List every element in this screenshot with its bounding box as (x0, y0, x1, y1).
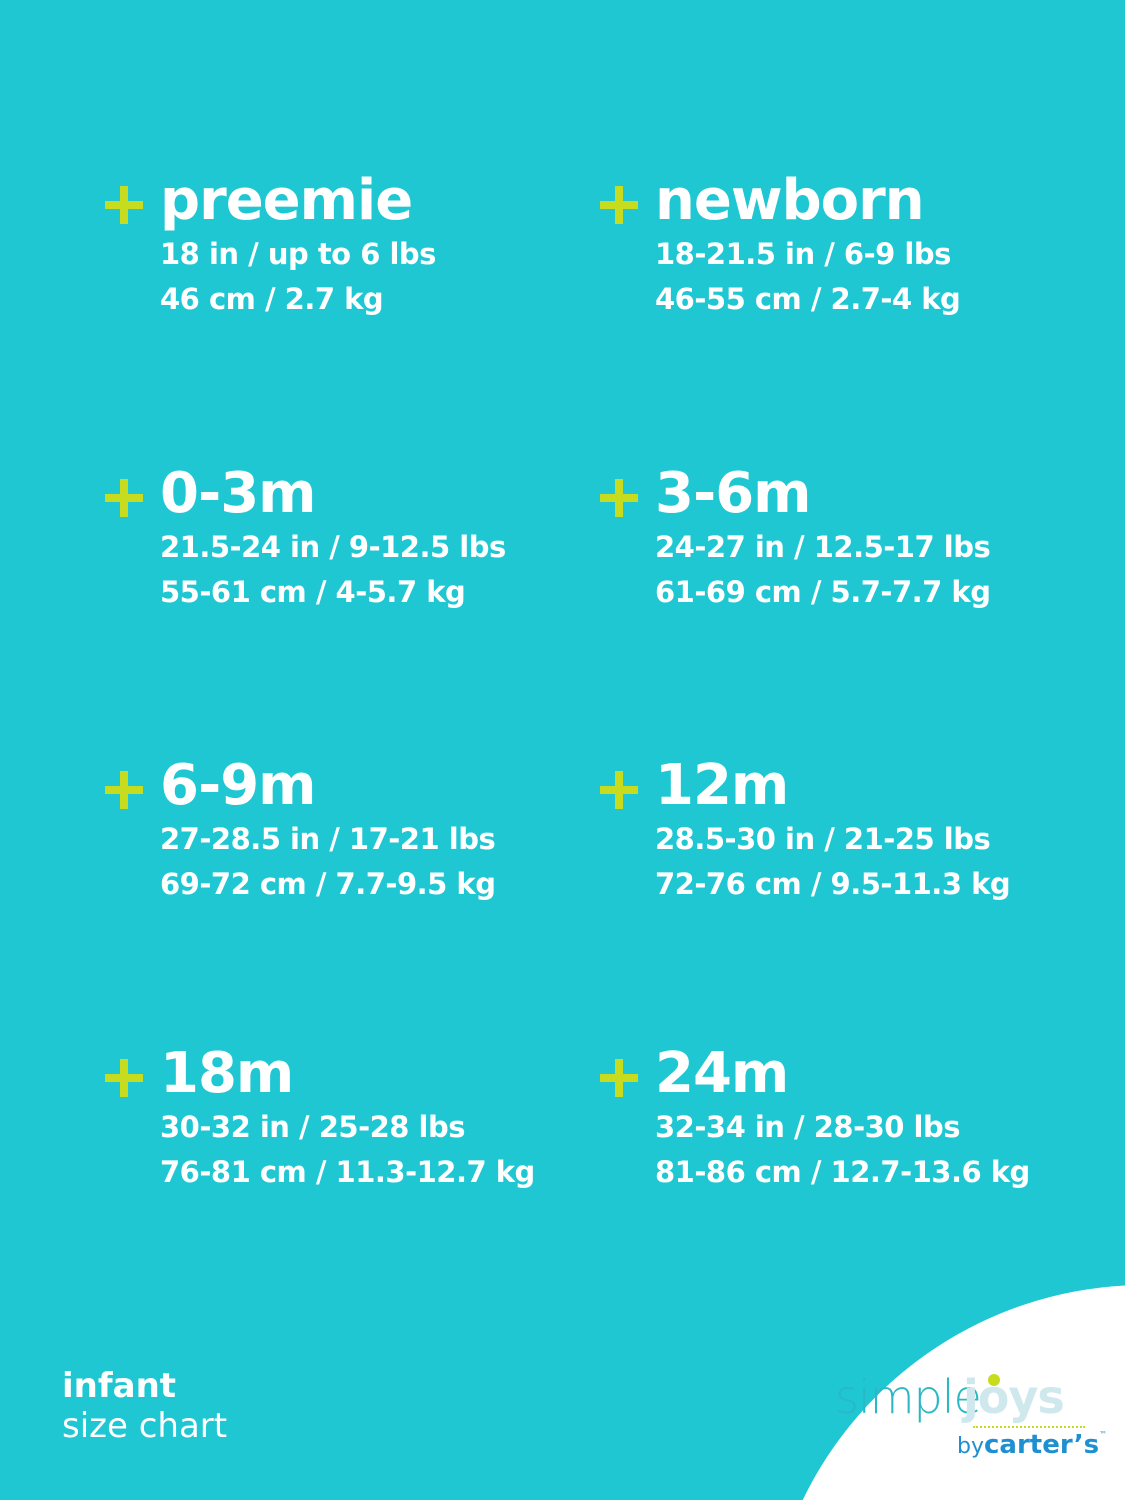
size-name: preemie (160, 168, 413, 233)
size-metric: 72-76 cm / 9.5-11.3 kg (655, 867, 1011, 901)
simple-joys-logo: simple joys bycarter’s™ (835, 1370, 1107, 1470)
size-name: 12m (655, 753, 789, 818)
logo-background-arc (802, 1285, 1125, 1500)
logo-dotted-line (973, 1426, 1085, 1428)
size-name: 6-9m (160, 753, 317, 818)
logo-simple: simple (835, 1370, 982, 1424)
size-imperial: 28.5-30 in / 21-25 lbs (655, 822, 991, 856)
size-imperial: 21.5-24 in / 9-12.5 lbs (160, 530, 506, 564)
size-metric: 46 cm / 2.7 kg (160, 282, 384, 316)
logo-brand: carter’s (983, 1430, 1100, 1460)
caption-line-1: infant (62, 1366, 177, 1406)
plus-icon (105, 1059, 143, 1097)
size-metric: 81-86 cm / 12.7-13.6 kg (655, 1155, 1030, 1189)
size-metric: 61-69 cm / 5.7-7.7 kg (655, 575, 991, 609)
size-name: 0-3m (160, 461, 317, 526)
plus-icon (600, 479, 638, 517)
size-name: 3-6m (655, 461, 812, 526)
chart-caption: infant size chart (62, 1366, 227, 1446)
size-imperial: 18-21.5 in / 6-9 lbs (655, 237, 951, 271)
size-imperial: 30-32 in / 25-28 lbs (160, 1110, 466, 1144)
size-imperial: 32-34 in / 28-30 lbs (655, 1110, 961, 1144)
plus-icon (600, 771, 638, 809)
size-metric: 76-81 cm / 11.3-12.7 kg (160, 1155, 535, 1189)
logo-background (802, 1285, 1125, 1500)
logo-tm: ™ (1099, 1430, 1108, 1439)
plus-icon (105, 771, 143, 809)
size-metric: 46-55 cm / 2.7-4 kg (655, 282, 961, 316)
size-name: 24m (655, 1041, 789, 1106)
size-imperial: 24-27 in / 12.5-17 lbs (655, 530, 991, 564)
plus-icon (600, 186, 638, 224)
plus-icon (105, 479, 143, 517)
caption-line-2: size chart (62, 1406, 228, 1446)
size-name: newborn (655, 168, 925, 233)
size-name: 18m (160, 1041, 294, 1106)
size-imperial: 18 in / up to 6 lbs (160, 237, 436, 271)
logo-dot-icon (988, 1374, 1000, 1386)
size-metric: 55-61 cm / 4-5.7 kg (160, 575, 466, 609)
plus-icon (105, 186, 143, 224)
logo-by-carters: bycarter’s™ (957, 1430, 1107, 1460)
size-metric: 69-72 cm / 7.7-9.5 kg (160, 867, 496, 901)
plus-icon (600, 1059, 638, 1097)
logo-by: by (957, 1434, 984, 1459)
size-imperial: 27-28.5 in / 17-21 lbs (160, 822, 496, 856)
logo-joys: joys (963, 1370, 1065, 1424)
